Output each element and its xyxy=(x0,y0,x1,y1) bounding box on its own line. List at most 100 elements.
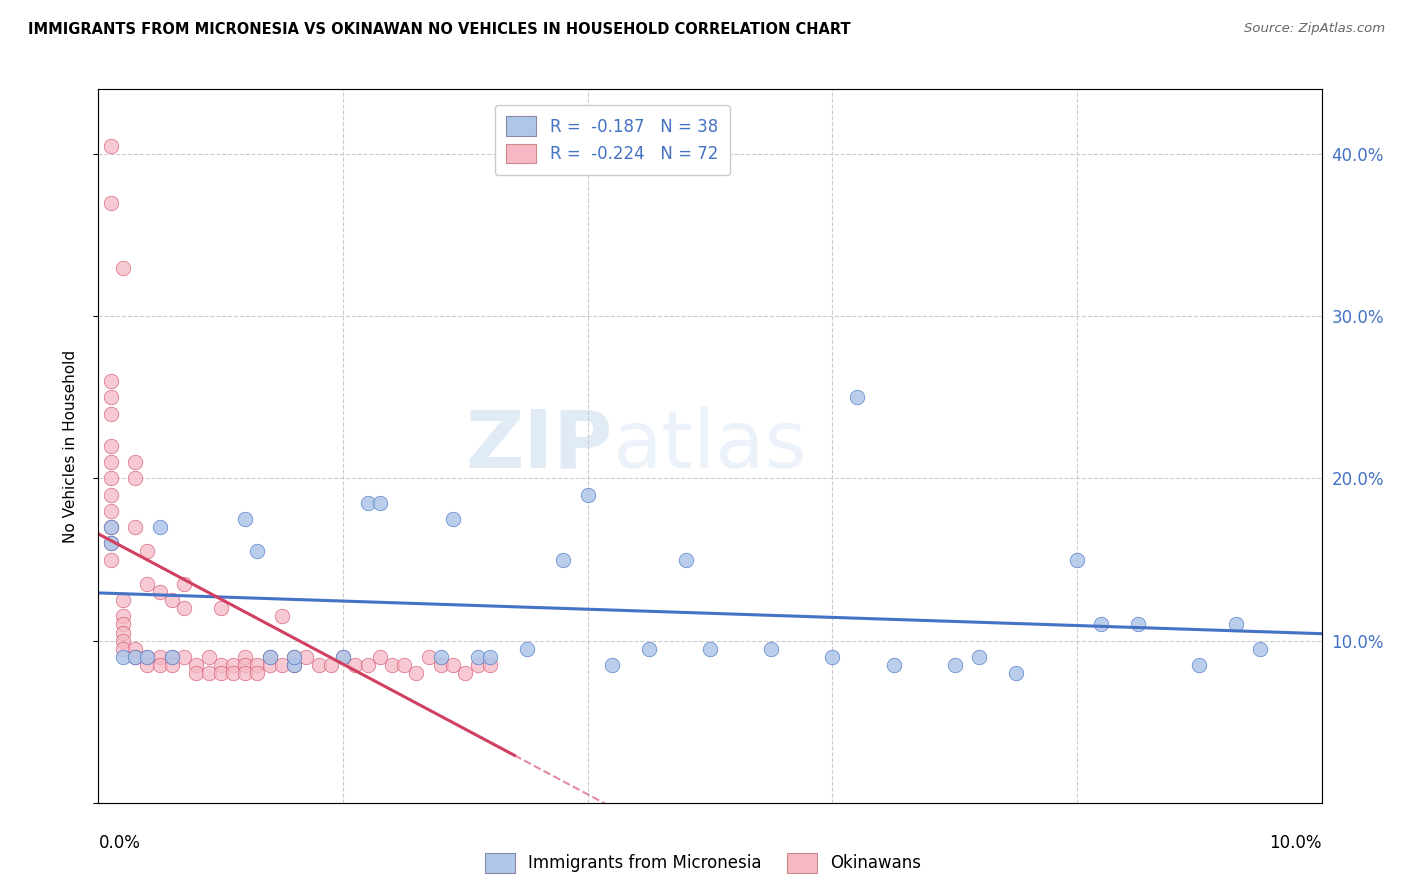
Point xyxy=(246,666,269,681)
Point xyxy=(516,641,538,656)
Point xyxy=(283,657,305,672)
Legend: R =  -0.187   N = 38, R =  -0.224   N = 72: R = -0.187 N = 38, R = -0.224 N = 72 xyxy=(495,104,730,175)
Point xyxy=(392,657,416,672)
Point xyxy=(209,666,232,681)
Point xyxy=(233,666,256,681)
Point xyxy=(136,657,159,672)
Point xyxy=(111,593,134,607)
Point xyxy=(356,657,378,672)
Point xyxy=(283,649,305,664)
Point xyxy=(259,657,281,672)
Point xyxy=(222,666,245,681)
Point xyxy=(332,649,354,664)
Legend: Immigrants from Micronesia, Okinawans: Immigrants from Micronesia, Okinawans xyxy=(478,847,928,880)
Point xyxy=(576,488,599,502)
Point xyxy=(149,520,172,534)
Point xyxy=(845,390,868,404)
Point xyxy=(270,609,292,624)
Point xyxy=(600,657,623,672)
Point xyxy=(100,407,122,421)
Point xyxy=(136,649,159,664)
Point xyxy=(467,657,489,672)
Point xyxy=(553,552,575,566)
Point xyxy=(209,601,232,615)
Point xyxy=(1249,641,1271,656)
Point xyxy=(675,552,697,566)
Point xyxy=(149,649,172,664)
Point xyxy=(111,617,134,632)
Point xyxy=(1090,617,1112,632)
Point xyxy=(149,585,172,599)
Point xyxy=(136,649,159,664)
Point xyxy=(100,536,122,550)
Point xyxy=(699,641,721,656)
Point xyxy=(160,657,183,672)
Point xyxy=(111,641,134,656)
Point xyxy=(1225,617,1247,632)
Point xyxy=(319,657,342,672)
Point xyxy=(124,520,146,534)
Point xyxy=(270,657,292,672)
Point xyxy=(160,593,183,607)
Y-axis label: No Vehicles in Household: No Vehicles in Household xyxy=(63,350,77,542)
Point xyxy=(111,633,134,648)
Point xyxy=(967,649,990,664)
Point xyxy=(233,649,256,664)
Point xyxy=(100,488,122,502)
Point xyxy=(100,471,122,485)
Point xyxy=(332,649,354,664)
Point xyxy=(478,649,501,664)
Point xyxy=(308,657,330,672)
Point xyxy=(100,504,122,518)
Point xyxy=(100,374,122,388)
Point xyxy=(430,649,453,664)
Point xyxy=(136,544,159,558)
Point xyxy=(233,512,256,526)
Point xyxy=(259,649,281,664)
Point xyxy=(160,649,183,664)
Point xyxy=(1004,666,1026,681)
Point xyxy=(197,666,219,681)
Point xyxy=(759,641,782,656)
Point xyxy=(637,641,661,656)
Point xyxy=(356,496,378,510)
Point xyxy=(381,657,404,672)
Point xyxy=(344,657,367,672)
Point xyxy=(430,657,453,672)
Point xyxy=(821,649,844,664)
Point xyxy=(100,139,122,153)
Point xyxy=(441,657,464,672)
Point xyxy=(283,649,305,664)
Point xyxy=(111,625,134,640)
Point xyxy=(186,657,208,672)
Point xyxy=(246,657,269,672)
Point xyxy=(100,552,122,566)
Point xyxy=(478,657,501,672)
Point xyxy=(283,657,305,672)
Point xyxy=(368,649,391,664)
Point xyxy=(368,496,391,510)
Point xyxy=(295,649,318,664)
Point xyxy=(111,609,134,624)
Point xyxy=(222,657,245,672)
Point xyxy=(111,260,134,275)
Text: Source: ZipAtlas.com: Source: ZipAtlas.com xyxy=(1244,22,1385,36)
Point xyxy=(100,455,122,469)
Point xyxy=(124,649,146,664)
Point xyxy=(454,666,477,681)
Point xyxy=(100,520,122,534)
Text: IMMIGRANTS FROM MICRONESIA VS OKINAWAN NO VEHICLES IN HOUSEHOLD CORRELATION CHAR: IMMIGRANTS FROM MICRONESIA VS OKINAWAN N… xyxy=(28,22,851,37)
Point xyxy=(405,666,427,681)
Point xyxy=(124,649,146,664)
Point xyxy=(209,657,232,672)
Point xyxy=(173,649,195,664)
Point xyxy=(197,649,219,664)
Point xyxy=(467,649,489,664)
Text: 0.0%: 0.0% xyxy=(98,834,141,852)
Point xyxy=(246,544,269,558)
Point xyxy=(100,439,122,453)
Point xyxy=(1066,552,1088,566)
Point xyxy=(136,577,159,591)
Point xyxy=(883,657,905,672)
Point xyxy=(1128,617,1150,632)
